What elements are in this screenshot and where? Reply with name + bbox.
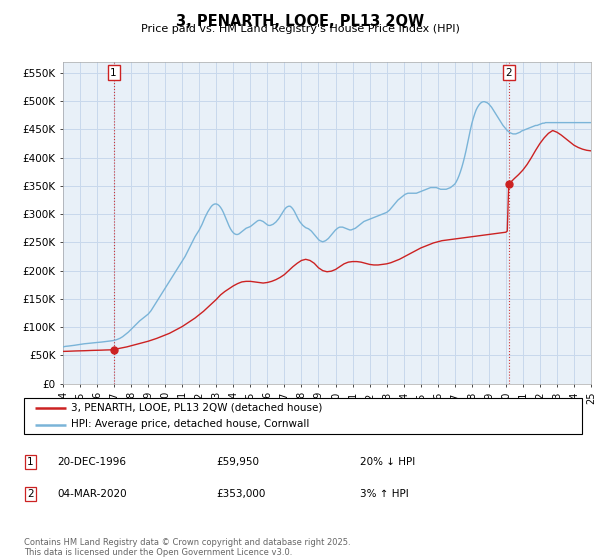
Text: Price paid vs. HM Land Registry's House Price Index (HPI): Price paid vs. HM Land Registry's House … — [140, 24, 460, 34]
Text: £353,000: £353,000 — [216, 489, 265, 499]
Text: 04-MAR-2020: 04-MAR-2020 — [57, 489, 127, 499]
Text: £59,950: £59,950 — [216, 457, 259, 467]
Text: 3, PENARTH, LOOE, PL13 2QW (detached house): 3, PENARTH, LOOE, PL13 2QW (detached hou… — [71, 403, 323, 412]
Text: 1: 1 — [110, 68, 117, 78]
Text: 2: 2 — [505, 68, 512, 78]
Text: 3% ↑ HPI: 3% ↑ HPI — [360, 489, 409, 499]
FancyBboxPatch shape — [24, 398, 582, 434]
Text: HPI: Average price, detached house, Cornwall: HPI: Average price, detached house, Corn… — [71, 419, 310, 429]
Text: 20% ↓ HPI: 20% ↓ HPI — [360, 457, 415, 467]
Text: 2: 2 — [27, 489, 34, 499]
Text: 3, PENARTH, LOOE, PL13 2QW: 3, PENARTH, LOOE, PL13 2QW — [176, 14, 424, 29]
Text: 1: 1 — [27, 457, 34, 467]
Text: 20-DEC-1996: 20-DEC-1996 — [57, 457, 126, 467]
Text: Contains HM Land Registry data © Crown copyright and database right 2025.
This d: Contains HM Land Registry data © Crown c… — [24, 538, 350, 557]
